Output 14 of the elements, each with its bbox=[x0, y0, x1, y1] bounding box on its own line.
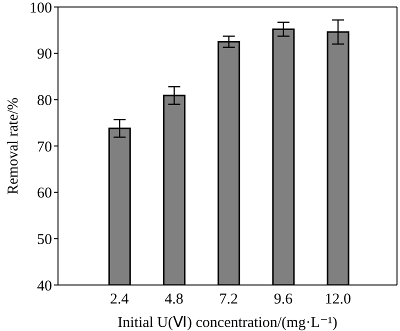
y-axis-title: Removal rate/% bbox=[5, 97, 22, 195]
x-tick-label: 7.2 bbox=[219, 292, 238, 308]
y-tick-label: 100 bbox=[30, 0, 52, 16]
x-axis-title: Initial U(Ⅵ) concentration/(mg·L⁻¹) bbox=[118, 315, 338, 331]
y-tick-label: 70 bbox=[37, 139, 52, 156]
x-tick-label: 4.8 bbox=[164, 292, 184, 308]
y-tick-label: 40 bbox=[37, 278, 52, 294]
y-tick-label: 50 bbox=[37, 232, 52, 248]
y-tick-label: 60 bbox=[37, 186, 52, 202]
y-tick-label: 80 bbox=[37, 92, 52, 109]
y-tick-label: 90 bbox=[37, 46, 52, 63]
x-tick-label: 12.0 bbox=[324, 292, 351, 308]
x-tick-label: 9.6 bbox=[274, 292, 294, 308]
x-tick-label: 2.4 bbox=[110, 292, 130, 308]
